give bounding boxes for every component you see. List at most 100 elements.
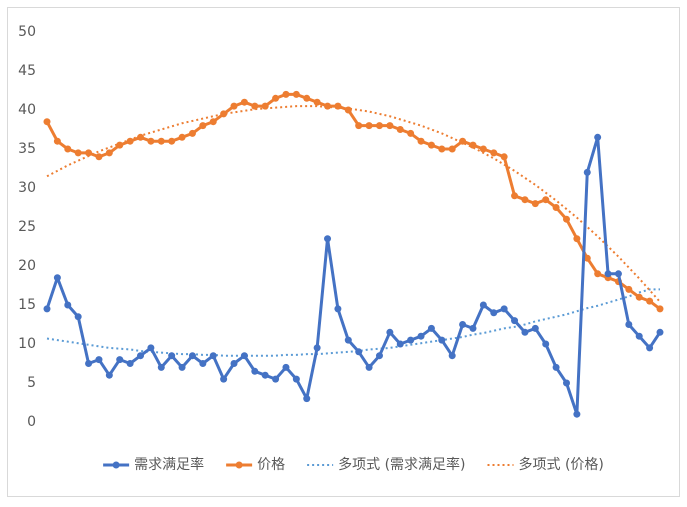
marker xyxy=(448,352,456,360)
legend-label: 价格 xyxy=(257,457,285,473)
marker xyxy=(220,375,228,383)
marker xyxy=(240,98,248,106)
marker xyxy=(230,102,238,110)
marker xyxy=(438,145,446,153)
marker xyxy=(209,352,217,360)
marker xyxy=(137,352,145,360)
y-tick-label: 50 xyxy=(18,24,36,40)
marker xyxy=(438,336,446,344)
marker xyxy=(95,356,103,364)
marker xyxy=(282,363,290,371)
marker xyxy=(168,137,176,145)
marker xyxy=(43,305,51,313)
marker xyxy=(531,324,539,332)
marker xyxy=(552,204,560,211)
marker xyxy=(490,149,498,157)
marker xyxy=(147,137,155,145)
legend-marker xyxy=(235,461,243,469)
marker xyxy=(116,141,124,149)
marker xyxy=(53,274,61,282)
marker xyxy=(479,301,487,309)
marker xyxy=(147,344,155,352)
legend-label: 需求满足率 xyxy=(134,456,204,473)
marker xyxy=(542,196,550,204)
marker xyxy=(261,371,269,379)
marker xyxy=(95,153,103,161)
legend-label: 多项式 (价格) xyxy=(519,456,604,473)
y-tick-label: 25 xyxy=(18,219,36,235)
y-tick-label: 20 xyxy=(18,258,36,274)
marker xyxy=(199,122,207,130)
marker xyxy=(126,360,134,367)
marker xyxy=(500,305,508,313)
marker xyxy=(479,145,487,153)
marker xyxy=(105,371,113,379)
marker xyxy=(64,301,72,309)
marker xyxy=(43,118,51,126)
marker xyxy=(635,293,643,301)
marker xyxy=(74,313,82,321)
marker xyxy=(157,137,165,145)
marker xyxy=(53,137,61,145)
marker xyxy=(344,106,352,114)
trend-line xyxy=(46,105,661,303)
marker xyxy=(646,297,654,305)
marker xyxy=(459,321,467,328)
marker xyxy=(209,118,217,126)
marker xyxy=(303,94,311,102)
marker xyxy=(594,133,602,141)
marker xyxy=(562,215,570,223)
marker xyxy=(531,200,539,208)
y-tick-label: 5 xyxy=(27,375,36,391)
marker xyxy=(272,94,280,102)
marker xyxy=(500,153,508,161)
marker xyxy=(594,270,602,278)
marker xyxy=(427,324,435,332)
marker xyxy=(469,324,477,332)
legend-label: 多项式 (需求满足率) xyxy=(338,456,465,473)
marker xyxy=(251,102,259,110)
marker xyxy=(459,137,467,145)
marker xyxy=(552,363,560,371)
marker xyxy=(240,352,248,360)
marker xyxy=(625,285,633,293)
marker xyxy=(188,352,196,360)
marker xyxy=(469,141,477,149)
marker xyxy=(188,129,196,137)
y-tick-label: 10 xyxy=(18,336,36,352)
marker xyxy=(656,305,664,313)
marker xyxy=(272,375,280,383)
marker xyxy=(137,133,145,141)
marker xyxy=(324,235,332,243)
marker xyxy=(344,336,352,344)
marker xyxy=(521,196,529,204)
marker xyxy=(521,328,529,336)
marker xyxy=(583,168,591,176)
marker xyxy=(251,367,259,375)
marker xyxy=(511,317,519,325)
y-tick-label: 45 xyxy=(18,63,36,79)
marker xyxy=(178,133,186,141)
marker xyxy=(126,137,134,145)
y-tick-label: 15 xyxy=(18,297,36,313)
marker xyxy=(386,328,394,336)
marker xyxy=(199,360,207,367)
marker xyxy=(85,149,93,157)
marker xyxy=(635,332,643,340)
marker xyxy=(324,102,332,110)
marker xyxy=(427,141,435,149)
marker xyxy=(407,129,415,137)
marker xyxy=(116,356,124,364)
marker xyxy=(656,328,664,336)
marker xyxy=(396,126,404,133)
marker xyxy=(230,360,238,367)
y-tick-label: 40 xyxy=(18,102,36,118)
marker xyxy=(303,395,311,403)
marker xyxy=(313,98,321,106)
marker xyxy=(313,344,321,352)
marker xyxy=(292,375,300,383)
marker xyxy=(105,149,113,157)
marker xyxy=(417,137,425,145)
marker xyxy=(375,122,383,130)
